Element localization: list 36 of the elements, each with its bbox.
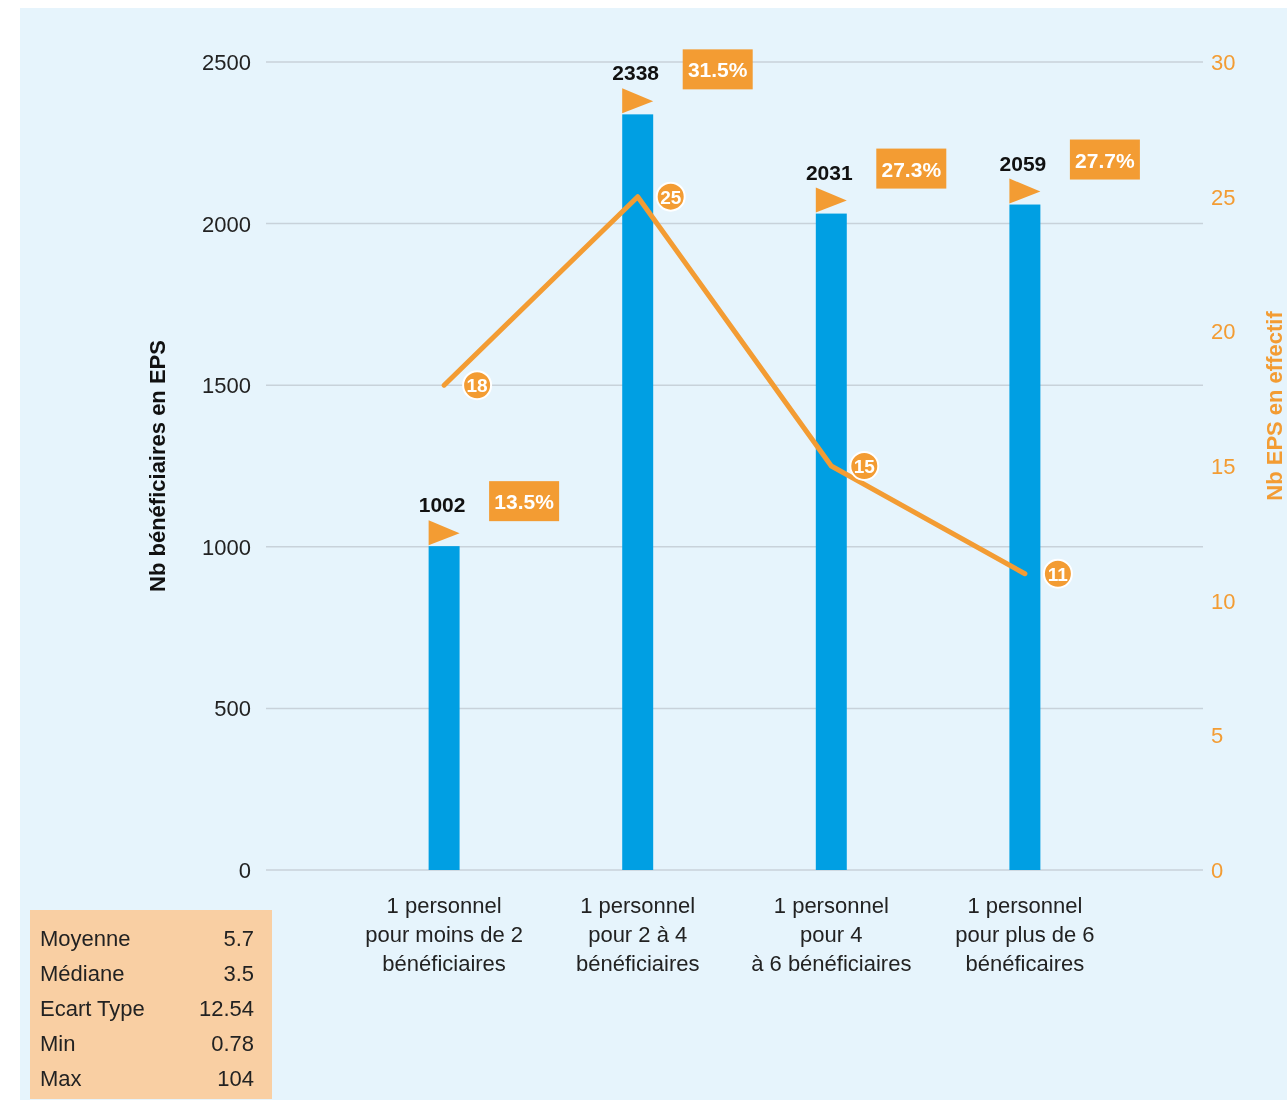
data-label: 2338 xyxy=(612,61,660,85)
annotation: 13.5% xyxy=(494,490,555,514)
text: Max 104 xyxy=(40,1066,254,1091)
data-label: 25 xyxy=(660,186,682,208)
y2-tick-label: 10 xyxy=(1211,588,1236,614)
y2-tick-label: 25 xyxy=(1211,184,1236,210)
y2-tick-label: 30 xyxy=(1211,50,1236,75)
data-label: 11 xyxy=(1047,563,1069,585)
y-tick-label: 1500 xyxy=(202,373,251,399)
y2-tick-label: 0 xyxy=(1211,858,1224,883)
y-tick-label: 2000 xyxy=(202,211,251,237)
annotation: 27.3% xyxy=(881,157,942,181)
data-label: 18 xyxy=(466,375,488,397)
y-axis-title: Nb bénéficiaires en EPS xyxy=(145,340,170,592)
y2-tick-label: 20 xyxy=(1211,319,1236,345)
x-tick-label: 1 personnel pour 4 à 6 bénéficiaires xyxy=(751,893,912,976)
data-label: 15 xyxy=(853,456,876,477)
x-tick-label: 1 personnel pour moins de 2 bénéficiaires xyxy=(365,893,523,976)
annotation: 31.5% xyxy=(687,58,748,82)
data-label: 2031 xyxy=(805,160,853,184)
y2-tick-label: 5 xyxy=(1211,723,1224,749)
annotation: 27.7% xyxy=(1075,148,1135,172)
text: Médiane 3.5 xyxy=(40,961,254,986)
y2-axis-title: Nb EPS en effectif xyxy=(1262,310,1287,501)
y-tick-label: 500 xyxy=(214,696,251,722)
y-tick-label: 0 xyxy=(238,858,251,883)
text: Moyenne 5.7 xyxy=(40,926,254,951)
text: Ecart Type 12.54 xyxy=(40,996,254,1021)
x-tick-label: 1 personnel pour 2 à 4 bénéficiaires xyxy=(575,893,700,976)
y2-tick-label: 15 xyxy=(1211,454,1236,479)
text: Min 0.78 xyxy=(40,1031,254,1056)
y-tick-label: 2500 xyxy=(202,50,251,75)
data-label: 1002 xyxy=(418,493,466,517)
data-label: 2059 xyxy=(999,151,1047,175)
y-tick-label: 1000 xyxy=(202,534,251,560)
x-tick-label: 1 personnel pour plus de 6 bénéficaires xyxy=(955,893,1095,976)
